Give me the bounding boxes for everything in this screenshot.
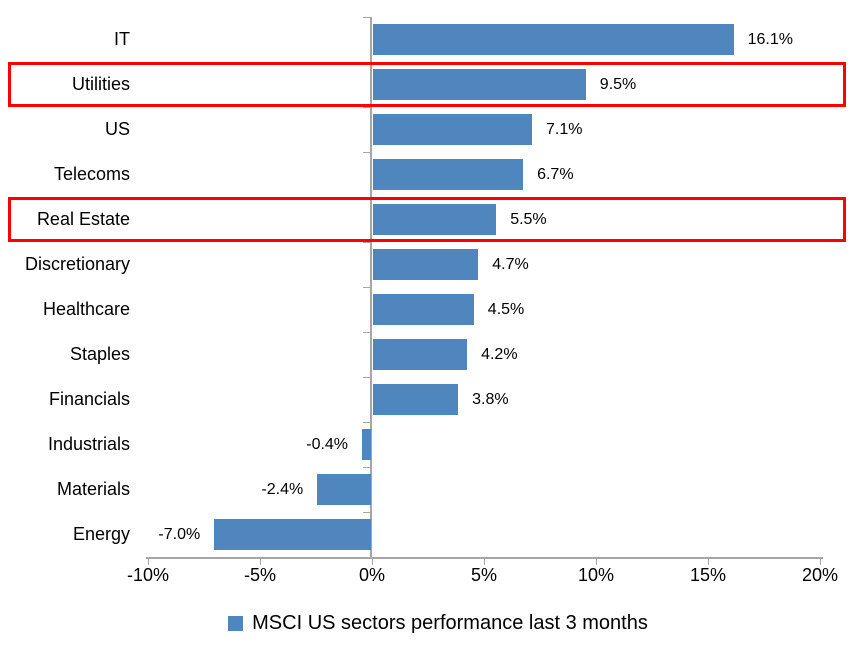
category-label: Financials (48, 389, 130, 409)
highlight-box-utilities (8, 62, 846, 107)
category-axis-tick (363, 377, 370, 378)
value-label: 6.7% (537, 165, 574, 183)
bar (373, 339, 468, 370)
bar (373, 204, 497, 235)
category-label: Materials (56, 479, 130, 499)
category-axis-tick (363, 242, 370, 243)
category-axis-tick (363, 332, 370, 333)
bar (373, 69, 586, 100)
category-axis-tick (363, 557, 370, 558)
category-axis-tick (363, 17, 370, 18)
value-label: 4.7% (492, 255, 529, 273)
value-label: 5.5% (510, 210, 547, 228)
bar (373, 159, 524, 190)
category-label: Discretionary (24, 254, 130, 274)
x-axis-tick-label: 5% (470, 565, 498, 585)
x-axis-tick (596, 559, 597, 565)
x-axis-tick (372, 559, 373, 565)
x-axis-tick (484, 559, 485, 565)
value-label: -7.0% (158, 525, 201, 543)
category-axis-tick (363, 287, 370, 288)
category-label: Utilities (71, 74, 130, 94)
legend-label: MSCI US sectors performance last 3 month… (252, 612, 648, 634)
legend: MSCI US sectors performance last 3 month… (12, 612, 852, 635)
bar (373, 24, 734, 55)
x-axis-tick-label: 10% (577, 565, 615, 585)
category-label: IT (114, 29, 130, 49)
value-label: -2.4% (261, 480, 304, 498)
category-axis-tick (363, 512, 370, 513)
value-label: 7.1% (546, 120, 583, 138)
category-label: Staples (69, 344, 130, 364)
value-label: 4.2% (481, 345, 518, 363)
zero-axis-line (370, 17, 372, 557)
category-axis-tick (363, 467, 370, 468)
bar (373, 294, 474, 325)
x-axis-tick (260, 559, 261, 565)
x-axis-tick (820, 559, 821, 565)
category-label: Real Estate (36, 209, 130, 229)
bar (362, 429, 371, 460)
category-label: US (104, 119, 130, 139)
legend-swatch-icon (228, 616, 244, 631)
value-label: 4.5% (487, 300, 525, 318)
bar (373, 114, 533, 145)
x-axis-tick-label: 15% (689, 565, 727, 585)
value-label: -0.4% (306, 435, 349, 453)
category-axis-tick (363, 107, 370, 108)
x-axis-tick-label: -5% (243, 565, 277, 585)
bar (214, 519, 371, 550)
x-axis-tick-label: 20% (801, 565, 839, 585)
category-axis-tick (363, 422, 370, 423)
category-axis-tick (363, 152, 370, 153)
x-axis-tick-label: -10% (126, 565, 170, 585)
category-label: Telecoms (53, 164, 130, 184)
bar (317, 474, 371, 505)
category-label: Energy (72, 524, 130, 544)
category-label: Healthcare (42, 299, 130, 319)
x-axis-tick (708, 559, 709, 565)
value-label: 16.1% (747, 30, 793, 48)
value-label: 3.8% (472, 390, 509, 408)
category-label: Industrials (47, 434, 130, 454)
x-axis-line (146, 557, 823, 559)
x-axis-tick-label: 0% (358, 565, 386, 585)
bar (373, 249, 479, 280)
x-axis-tick (148, 559, 149, 565)
bar (373, 384, 459, 415)
value-label: 9.5% (599, 75, 637, 93)
highlight-box-real-estate (8, 197, 846, 242)
